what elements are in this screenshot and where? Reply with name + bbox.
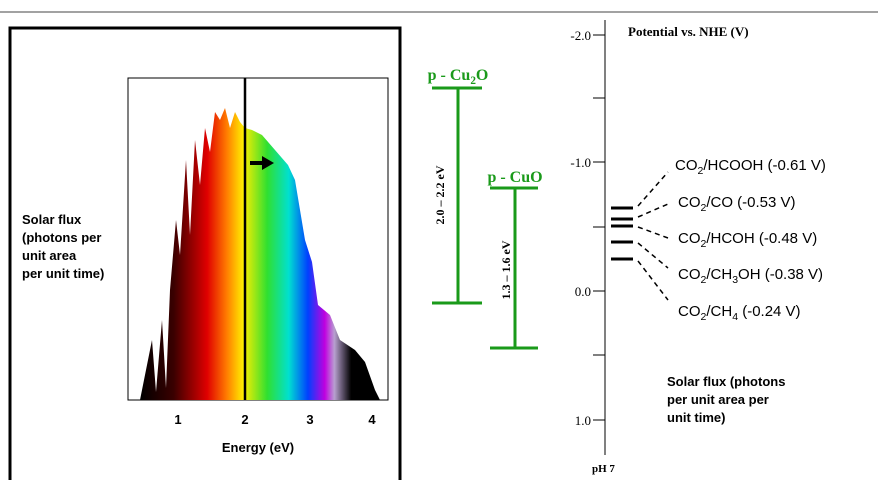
text-part: p - Cu [428, 67, 471, 84]
x-tick-label: 2 [241, 412, 248, 427]
x-label: Energy (eV) [222, 440, 294, 455]
note-line: unit time) [667, 410, 726, 425]
leader-lines [637, 171, 669, 301]
text-part: 2 [701, 238, 707, 250]
y-tick-label: 1.0 [575, 413, 591, 428]
axis-footnote: pH 7 [592, 463, 615, 475]
text-part: O [476, 67, 488, 84]
x-tick-label: 1 [174, 412, 181, 427]
band-label: p - CuO [487, 169, 542, 186]
axis-title: Potential vs. NHE (V) [628, 24, 749, 39]
x-tick-label: 3 [306, 412, 313, 427]
spectrum [140, 108, 380, 400]
y-tick-label: -1.0 [570, 155, 591, 170]
y-tick-label: 0.0 [575, 284, 591, 299]
note-line: per unit area per [667, 392, 769, 407]
text-part: (-0.24 V) [738, 303, 801, 320]
redox-label: CO2/CH4 (-0.24 V) [678, 303, 801, 323]
text-part: /CO (-0.53 V) [706, 194, 795, 211]
text-part: /CH [706, 266, 732, 283]
text-part: CO [678, 194, 701, 211]
band-bars [432, 86, 538, 350]
text-part: 2 [701, 202, 707, 214]
text-part: CO [678, 230, 701, 247]
text-part: 2 [701, 274, 707, 286]
text-part: CO [678, 266, 701, 283]
text-part: OH (-0.38 V) [738, 266, 823, 283]
text-part: 2 [701, 311, 707, 323]
redox-levels [611, 206, 633, 261]
gap-label: 1.3 – 1.6 eV [499, 240, 513, 299]
y-label-line: per unit time) [22, 266, 104, 281]
text-part: /HCOOH (-0.61 V) [703, 157, 826, 174]
text-part: /HCOH (-0.48 V) [706, 230, 817, 247]
band-label: p - Cu2O [428, 67, 489, 87]
y-label: Solar flux (photons per unit area per un… [22, 212, 104, 281]
axis-ticks [593, 34, 605, 421]
y-label-line: Solar flux [22, 212, 82, 227]
text-part: CO [678, 303, 701, 320]
arrow-head [262, 156, 274, 170]
y-label-line: (photons per [22, 230, 101, 245]
redox-label: CO2/CO (-0.53 V) [678, 194, 796, 214]
y-tick-label: -2.0 [570, 28, 591, 43]
gap-label: 2.0 – 2.2 eV [433, 165, 447, 224]
text-part: CO [675, 157, 698, 174]
y-label-line: unit area [22, 248, 77, 263]
note-line: Solar flux (photons [667, 374, 785, 389]
text-part: 4 [732, 311, 738, 323]
text-part: p - CuO [487, 169, 542, 186]
x-tick-label: 4 [368, 412, 376, 427]
redox-label: CO2/CH3OH (-0.38 V) [678, 266, 823, 286]
text-part: 2 [698, 165, 704, 177]
redox-label: CO2/HCOH (-0.48 V) [678, 230, 817, 250]
text-part: 3 [732, 274, 738, 286]
redox-label: CO2/HCOOH (-0.61 V) [675, 157, 826, 177]
text-part: 2 [470, 75, 476, 87]
text-part: /CH [706, 303, 732, 320]
